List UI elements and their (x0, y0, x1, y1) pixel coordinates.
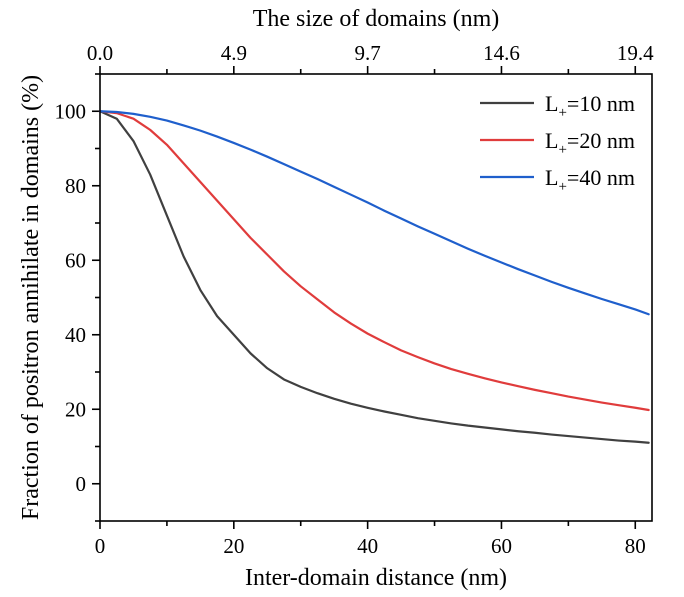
top-axis-title: The size of domains (nm) (253, 6, 500, 32)
legend-label-subscript: + (558, 142, 566, 158)
legend-label-rest: =10 nm (567, 91, 635, 116)
top-tick-label: 14.6 (483, 41, 520, 65)
y-tick-label: 100 (55, 99, 87, 123)
legend-entry-label: L+=40 nm (545, 165, 635, 195)
y-tick-label: 60 (65, 248, 86, 272)
legend-label-subscript: + (558, 179, 566, 195)
y-tick-label: 0 (76, 472, 87, 496)
legend-label-main: L (545, 128, 558, 153)
legend-label-rest: =20 nm (567, 128, 635, 153)
legend-label-main: L (545, 165, 558, 190)
series-layer (98, 110, 650, 444)
legend: L+=10 nmL+=20 nmL+=40 nm (480, 91, 635, 195)
ticks-layer: 0 20 40 60 80 0.0 4.9 9.7 14.6 19.4 0 20 40 60 80 100 (55, 41, 655, 558)
legend-label-rest: =40 nm (567, 165, 635, 190)
series-line-3 (98, 110, 650, 316)
legend-entry-label: L+=20 nm (545, 128, 635, 158)
top-tick-label: 19.4 (617, 41, 654, 65)
x-tick-label: 80 (625, 534, 646, 558)
series-line-2 (98, 110, 650, 412)
series-line-1 (98, 110, 650, 444)
top-tick-label: 9.7 (355, 41, 381, 65)
y-tick-label: 40 (65, 323, 86, 347)
legend-label-subscript: + (558, 105, 566, 121)
x-tick-label: 40 (357, 534, 378, 558)
top-tick-label: 4.9 (221, 41, 247, 65)
x-tick-label: 60 (491, 534, 512, 558)
y-tick-label: 80 (65, 174, 86, 198)
y-tick-label: 20 (65, 397, 86, 421)
plot-frame (99, 73, 653, 522)
x-tick-label: 20 (223, 534, 244, 558)
y-axis-title: Fraction of positron annihilate in domai… (18, 75, 44, 520)
top-tick-label: 0.0 (87, 41, 113, 65)
x-tick-label: 0 (95, 534, 106, 558)
legend-entry-label: L+=10 nm (545, 91, 635, 121)
legend-label-main: L (545, 91, 558, 116)
x-axis-title: Inter-domain distance (nm) (245, 565, 507, 591)
